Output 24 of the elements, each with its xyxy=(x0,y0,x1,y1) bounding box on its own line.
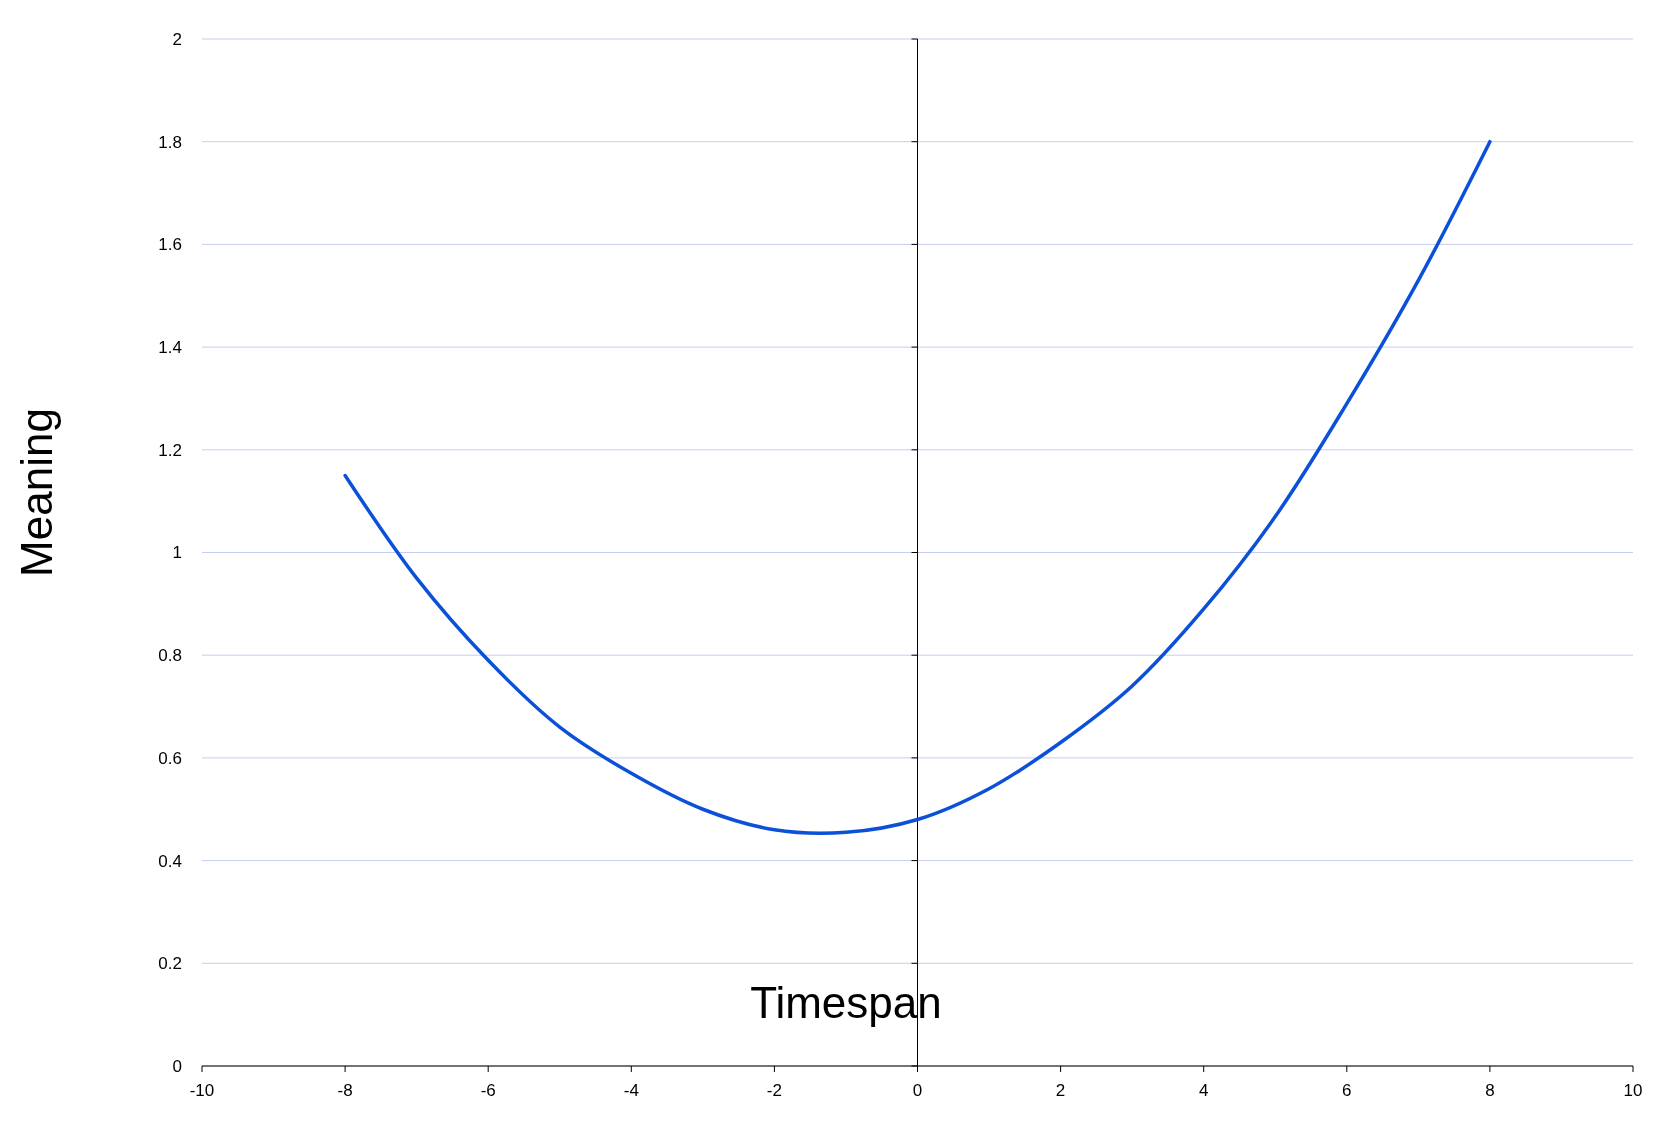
x-tick-label: 4 xyxy=(1198,1081,1209,1100)
x-tick-label: -10 xyxy=(189,1081,215,1100)
x-tick-label: -8 xyxy=(337,1081,353,1100)
y-tick-label: 1 xyxy=(172,543,182,563)
x-tick-label: 0 xyxy=(912,1081,923,1100)
y-tick-label: 1.4 xyxy=(158,338,182,358)
x-tick-label: 8 xyxy=(1485,1081,1495,1100)
y-tick-label: 0 xyxy=(172,1056,182,1076)
x-tick-label: 2 xyxy=(1055,1081,1066,1100)
y-tick-label: 0.8 xyxy=(158,646,182,666)
y-tick-label: 1.8 xyxy=(158,132,182,152)
y-tick-label: 0.2 xyxy=(158,954,182,974)
y-tick-label: 0.4 xyxy=(158,851,182,871)
x-tick-label: 6 xyxy=(1342,1081,1352,1100)
x-tick-label: -2 xyxy=(766,1081,782,1100)
line-series xyxy=(343,139,1492,836)
x-tick-label: -6 xyxy=(480,1081,496,1100)
y-tick-label: 0.6 xyxy=(158,748,182,768)
y-tick-label: 1.2 xyxy=(158,440,182,460)
y-tick-label: 2 xyxy=(172,29,182,49)
x-tick-label: 10 xyxy=(1623,1081,1643,1100)
x-tick-label: -4 xyxy=(623,1081,639,1100)
y-axis-title: Meaning xyxy=(12,408,61,577)
y-tick-label: 1.6 xyxy=(158,235,182,255)
